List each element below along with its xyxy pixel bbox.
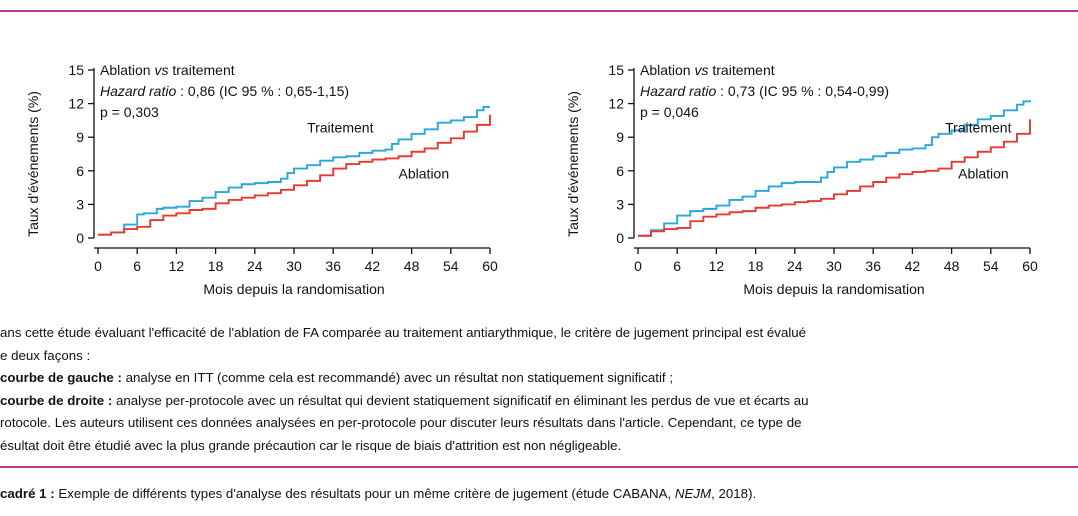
x-tick-label: 30: [286, 258, 302, 274]
caption-right-text: analyse per-protocole avec un résultat q…: [112, 392, 809, 408]
y-tick-label: 3: [76, 196, 84, 212]
annotation-line-1: Ablation vs traitement: [640, 62, 775, 78]
x-axis-label: Mois depuis la randomisation: [743, 281, 924, 297]
series-label-traitement: Traitement: [307, 120, 374, 136]
annotation-hazard: Hazard ratio: [100, 83, 176, 99]
y-tick-label: 0: [76, 230, 84, 246]
x-tick-label: 6: [673, 258, 681, 274]
x-tick-label: 42: [905, 258, 921, 274]
y-tick-label: 0: [616, 230, 624, 246]
caption-left-heading: courbe de gauche :: [0, 370, 122, 385]
series-label-ablation: Ablation: [958, 166, 1009, 182]
series-line-traitement: [638, 100, 1031, 237]
annotation-line-2: Hazard ratio : 0,86 (IC 95 % : 0,65-1,15…: [100, 83, 349, 99]
caption-line-1: ans cette étude évaluant l'efficacité de…: [0, 325, 807, 340]
y-tick-label: 12: [68, 96, 84, 112]
x-tick-label: 60: [482, 258, 498, 274]
x-tick-label: 30: [826, 258, 842, 274]
y-tick-label: 9: [76, 129, 84, 145]
caption-right-heading: courbe de droite :: [0, 392, 113, 408]
annotation-line-1: Ablation vs traitement: [100, 62, 235, 78]
x-tick-label: 12: [709, 258, 725, 274]
x-axis-label: Mois depuis la randomisation: [203, 281, 384, 297]
y-tick-label: 12: [608, 96, 624, 112]
y-tick-label: 6: [76, 163, 84, 179]
caption-line-3: courbe de gauche : analyse en ITT (comme…: [0, 367, 1072, 390]
x-tick-label: 24: [247, 258, 263, 274]
series-line-traitement: [98, 106, 490, 236]
y-axis-label: Taux d'événements (%): [565, 91, 581, 237]
x-tick-label: 36: [325, 258, 341, 274]
annotation-hazard-value: : 0,73 (IC 95 % : 0,54-0,99): [716, 83, 889, 99]
y-tick-label: 3: [616, 196, 624, 212]
series-line-ablation: [638, 119, 1031, 237]
caption-line-5: rotocole. Les auteurs utilisent ces donn…: [0, 415, 802, 430]
y-tick-label: 6: [616, 163, 624, 179]
footer-rule: [0, 466, 1078, 468]
figure-footer: cadré 1 : Exemple de différents types d'…: [0, 486, 756, 501]
footer-text-2: , 2018).: [711, 486, 757, 501]
x-tick-label: 48: [944, 258, 960, 274]
y-tick-label: 15: [68, 62, 84, 78]
x-tick-label: 6: [133, 258, 141, 274]
footer-text-1: Exemple de différents types d'analyse de…: [54, 486, 675, 501]
x-tick-label: 0: [634, 258, 642, 274]
annotation-line-2: Hazard ratio : 0,73 (IC 95 % : 0,54-0,99…: [640, 83, 889, 99]
x-tick-label: 18: [748, 258, 764, 274]
y-axis-label: Taux d'événements (%): [25, 91, 41, 237]
x-tick-label: 24: [787, 258, 803, 274]
caption-left-text: analyse en ITT (comme cela est recommand…: [121, 370, 674, 385]
annotation-p-value: p = 0,303: [100, 104, 159, 120]
annotation-suffix: traitement: [708, 62, 774, 78]
annotation-vs: vs: [694, 62, 708, 78]
annotation-hazard-value: : 0,86 (IC 95 % : 0,65-1,15): [176, 83, 349, 99]
caption-line-6: ésultat doit être étudié avec la plus gr…: [0, 437, 622, 453]
y-tick-label: 15: [608, 62, 624, 78]
annotation-suffix: traitement: [168, 62, 234, 78]
annotation-prefix: Ablation: [640, 62, 694, 78]
top-rule: [0, 10, 1078, 12]
x-tick-label: 60: [1022, 258, 1038, 274]
x-tick-label: 48: [404, 258, 420, 274]
series-line-ablation: [98, 114, 491, 236]
figure-caption: ans cette étude évaluant l'efficacité de…: [0, 322, 1072, 457]
annotation-vs: vs: [154, 62, 168, 78]
x-tick-label: 18: [208, 258, 224, 274]
x-tick-label: 36: [865, 258, 881, 274]
x-tick-label: 54: [443, 258, 459, 274]
footer-label: cadré 1 :: [0, 486, 55, 501]
series-label-ablation: Ablation: [399, 166, 450, 182]
annotation-hazard: Hazard ratio: [640, 83, 716, 99]
series-label-traitement: Traitement: [945, 120, 1012, 136]
footer-journal: NEJM: [674, 486, 712, 501]
x-tick-label: 54: [983, 258, 999, 274]
annotation-prefix: Ablation: [100, 62, 154, 78]
y-tick-label: 9: [616, 129, 624, 145]
x-tick-label: 42: [365, 258, 381, 274]
caption-line-2: e deux façons :: [0, 347, 91, 363]
annotation-p-value: p = 0,046: [640, 104, 699, 120]
caption-line-4: courbe de droite : analyse per-protocole…: [0, 390, 1072, 413]
x-tick-label: 12: [169, 258, 185, 274]
x-tick-label: 0: [94, 258, 102, 274]
